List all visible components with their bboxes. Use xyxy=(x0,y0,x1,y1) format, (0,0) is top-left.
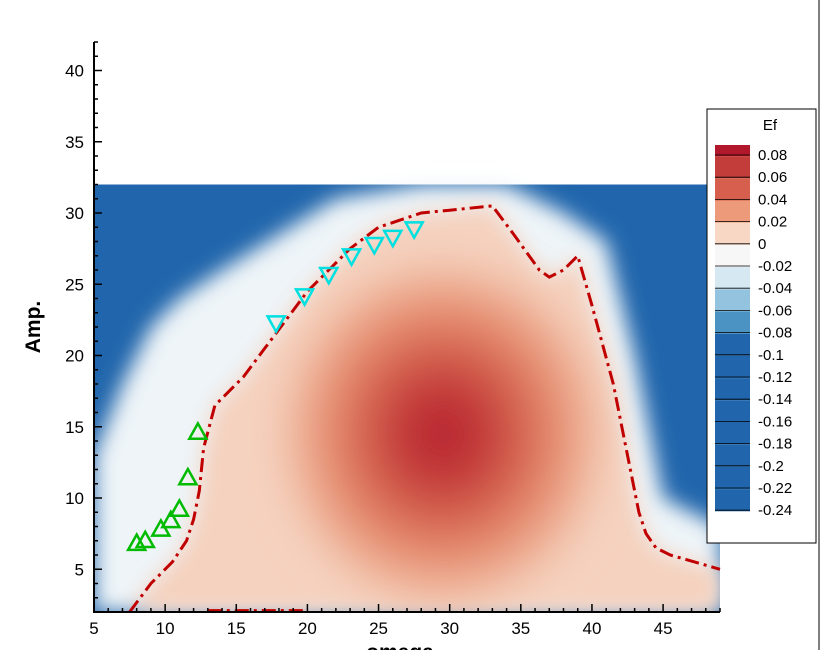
colorbar-swatch xyxy=(715,311,750,334)
contour-zero xyxy=(128,204,721,613)
cyan-triangle-marker-4 xyxy=(340,248,363,268)
x-tick-label: 30 xyxy=(440,619,459,638)
green-triangle-marker-1 xyxy=(125,532,148,552)
cyan-triangle-marker-2 xyxy=(293,288,316,308)
y-axis-label: Amp. xyxy=(22,301,45,354)
green-triangle-marker-5 xyxy=(168,497,191,517)
cyan-triangle-marker-7 xyxy=(403,221,425,241)
cyan-triangle-marker-5 xyxy=(363,236,385,256)
colorbar-swatch xyxy=(715,422,750,445)
x-tick-label: 25 xyxy=(369,619,388,638)
colorbar-swatch xyxy=(715,178,750,201)
x-tick-label: 40 xyxy=(582,619,601,638)
colorbar-swatch xyxy=(715,400,750,423)
colorbar-label: 0.02 xyxy=(758,214,787,231)
y-tick-label: 20 xyxy=(65,347,84,366)
colorbar-label: -0.16 xyxy=(758,413,792,430)
colorbar-legend: Ef 0.08 0.06 0.04 0.02 0 -0.02 -0.04 -0.06 -0.08… xyxy=(706,108,817,544)
green-triangle-marker-4 xyxy=(160,509,182,529)
y-tick-label: 25 xyxy=(65,275,84,294)
colorbar-label: 0.04 xyxy=(758,191,787,208)
colorbar-swatch xyxy=(715,355,750,379)
colorbar-swatch xyxy=(715,378,750,401)
colorbar-swatch xyxy=(715,156,750,179)
colorbar-swatch xyxy=(715,267,750,290)
field xyxy=(94,184,720,612)
colorbar-label: -0.14 xyxy=(758,391,792,408)
cyan-triangle-marker-3 xyxy=(318,266,340,286)
colorbar-swatch xyxy=(715,222,750,245)
colorbar: 0.08 0.06 0.04 0.02 0 -0.02 -0.04 -0.06 -0.08 -0.… xyxy=(715,145,792,519)
y-tick-label: 40 xyxy=(65,62,84,81)
green-triangle-marker-6 xyxy=(177,466,199,486)
colorbar-label: -0.06 xyxy=(758,302,792,319)
x-tick-label: 15 xyxy=(227,619,246,638)
markers xyxy=(125,221,425,552)
colorbar-swatch xyxy=(715,200,750,223)
colorbar-label: 0.06 xyxy=(758,169,787,186)
green-triangle-marker-2 xyxy=(134,529,156,549)
hot-zone xyxy=(282,263,603,604)
colorbar-label: -0.18 xyxy=(758,436,792,453)
green-triangle-marker-7 xyxy=(187,420,209,441)
colorbar-label: -0.08 xyxy=(758,325,792,342)
y-tick-label: 10 xyxy=(65,489,84,508)
colorbar-label: -0.2 xyxy=(758,458,784,475)
colorbar-swatch xyxy=(715,489,750,512)
y-ticks: 5 10 15 20 25 30 35 40 xyxy=(65,41,102,613)
legend-title: Ef xyxy=(763,117,778,134)
colorbar-swatch xyxy=(715,466,750,490)
x-tick-label: 45 xyxy=(654,619,673,638)
cyan-triangle-marker-1 xyxy=(265,315,287,335)
colorbar-label: -0.24 xyxy=(758,502,792,519)
colorbar-label: -0.04 xyxy=(758,280,792,297)
x-tick-label: 20 xyxy=(298,619,317,638)
colorbar-label: -0.12 xyxy=(758,369,792,386)
y-tick-label: 30 xyxy=(65,204,84,223)
colorbar-label: 0.08 xyxy=(758,147,787,164)
cyan-triangle-marker-6 xyxy=(382,229,404,249)
colorbar-swatch xyxy=(715,244,750,268)
colorbar-swatch xyxy=(715,145,750,157)
x-tick-label: 10 xyxy=(156,619,175,638)
x-ticks: 5 10 15 20 25 30 35 40 45 xyxy=(89,604,721,638)
colorbar-label: 0 xyxy=(758,236,766,253)
x-tick-label: 35 xyxy=(511,619,530,638)
x-tick-label: 5 xyxy=(89,619,98,638)
x-axis-label: omega xyxy=(366,641,434,650)
y-tick-label: 5 xyxy=(75,560,84,579)
colorbar-swatch xyxy=(715,289,750,312)
y-tick-label: 15 xyxy=(65,418,84,437)
colorbar-label: -0.22 xyxy=(758,480,792,497)
colorbar-swatch xyxy=(715,444,750,467)
colorbar-swatch xyxy=(715,333,750,356)
y-tick-label: 35 xyxy=(65,133,84,152)
colorbar-label: -0.02 xyxy=(758,258,792,275)
colorbar-label: -0.1 xyxy=(758,347,784,364)
